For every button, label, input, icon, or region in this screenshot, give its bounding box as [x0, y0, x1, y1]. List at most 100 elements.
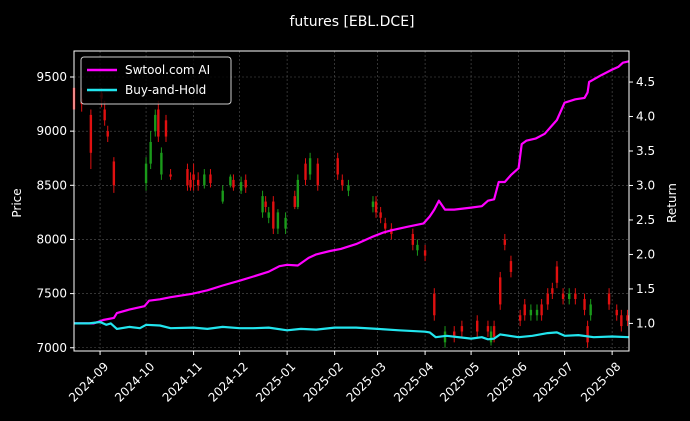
candle-body [476, 320, 479, 332]
candle-body [89, 114, 93, 153]
right-y-tick-label: 3.0 [636, 178, 655, 192]
left-y-tick-label: 9500 [36, 70, 67, 84]
candlestick-series [72, 82, 629, 348]
candle-body [239, 182, 243, 191]
candle-body [304, 163, 307, 180]
candle-body [106, 131, 109, 137]
candle-body [529, 309, 533, 316]
right-y-tick-label: 4.0 [636, 110, 655, 124]
left-y-tick-label: 7000 [36, 341, 67, 355]
right-y-tick-label: 2.5 [636, 213, 655, 227]
candle-body [589, 304, 592, 316]
candle-body [189, 179, 192, 188]
candle-body [384, 223, 387, 229]
plot-frame [73, 50, 630, 352]
right-y-tick-label: 1.5 [636, 282, 655, 296]
candle-body [232, 179, 235, 188]
candle-body [203, 174, 206, 186]
candle-body [460, 326, 464, 332]
candle-body [523, 304, 526, 316]
candle-body [583, 299, 586, 310]
line-buy-and-hold [74, 320, 630, 341]
candle-body [276, 212, 280, 229]
candle-body [568, 293, 571, 300]
candle-body [154, 114, 157, 132]
candle-body [296, 179, 300, 207]
candle-body [229, 176, 232, 186]
candle-body [169, 174, 172, 177]
candle-body [244, 179, 247, 188]
candle-body [535, 309, 539, 316]
candle-body [626, 315, 629, 321]
candle-body [293, 196, 296, 207]
left-y-axis: 7000 7500 8000 8500 9000 9500 [36, 70, 74, 355]
legend: Swtool.com AI Buy-and-Hold [80, 56, 232, 105]
candle-body [546, 293, 549, 305]
left-y-tick-label: 9000 [36, 124, 67, 138]
candle-body [272, 201, 275, 229]
right-y-tick-label: 1.0 [636, 316, 655, 330]
candle-body [411, 234, 415, 245]
candle-body [586, 326, 589, 343]
candle-body [615, 309, 618, 316]
chart-title: futures [EBL.DCE] [290, 14, 415, 30]
return-lines [74, 60, 630, 341]
candle-body [540, 304, 543, 316]
right-y-axis: 1.0 1.5 2.0 2.5 3.0 3.5 4.0 4.5 [629, 75, 655, 330]
left-y-tick-label: 7500 [36, 287, 67, 301]
legend-box [80, 56, 232, 105]
candle-body [261, 196, 264, 213]
left-y-tick-label: 8500 [36, 178, 67, 192]
candle-body [555, 266, 559, 283]
candle-body [341, 179, 344, 186]
candle-body [157, 109, 160, 137]
candle-body [284, 217, 287, 229]
candle-body [489, 331, 493, 343]
left-y-axis-label: Price [10, 188, 24, 217]
candle-body [149, 141, 152, 164]
candle-body [433, 293, 436, 316]
candle-body [347, 185, 350, 191]
candle-body [264, 201, 267, 207]
candle-body [186, 169, 189, 186]
candle-body [503, 239, 507, 245]
candle-body [308, 158, 312, 175]
candle-body [561, 293, 565, 300]
candle-body [112, 161, 116, 186]
candle-body [160, 152, 163, 175]
right-y-tick-label: 4.5 [636, 75, 655, 89]
candle-body [620, 315, 623, 327]
candle-body [221, 190, 224, 202]
candle-body [196, 179, 200, 186]
candle-body [336, 158, 339, 175]
candle-body [486, 326, 490, 332]
candle-body [371, 201, 375, 207]
candle-body [164, 120, 168, 137]
right-y-tick-label: 3.5 [636, 144, 655, 158]
candle-body [192, 174, 195, 180]
candle-body [144, 163, 148, 184]
candle-body [416, 244, 419, 251]
candle-body [103, 109, 106, 121]
candle-body [379, 212, 382, 218]
candle-body [267, 212, 270, 218]
candle-body [492, 326, 496, 337]
candle-body [499, 277, 502, 305]
candle-body [453, 331, 456, 337]
line-swtool-ai [74, 60, 630, 325]
candle-body [374, 201, 378, 213]
candle-body [574, 293, 577, 300]
candle-body [518, 315, 522, 321]
candle-body [509, 261, 513, 272]
candle-body [551, 288, 554, 294]
candle-body [607, 293, 611, 305]
candle-body [316, 163, 319, 186]
legend-label-swtool-ai: Swtool.com AI [125, 63, 210, 77]
candle-body [209, 174, 212, 184]
legend-label-buy-and-hold: Buy-and-Hold [125, 83, 206, 97]
right-y-tick-label: 2.0 [636, 247, 655, 261]
right-y-axis-label: Return [665, 183, 679, 223]
candle-body [423, 250, 427, 256]
left-y-tick-label: 8000 [36, 232, 67, 246]
